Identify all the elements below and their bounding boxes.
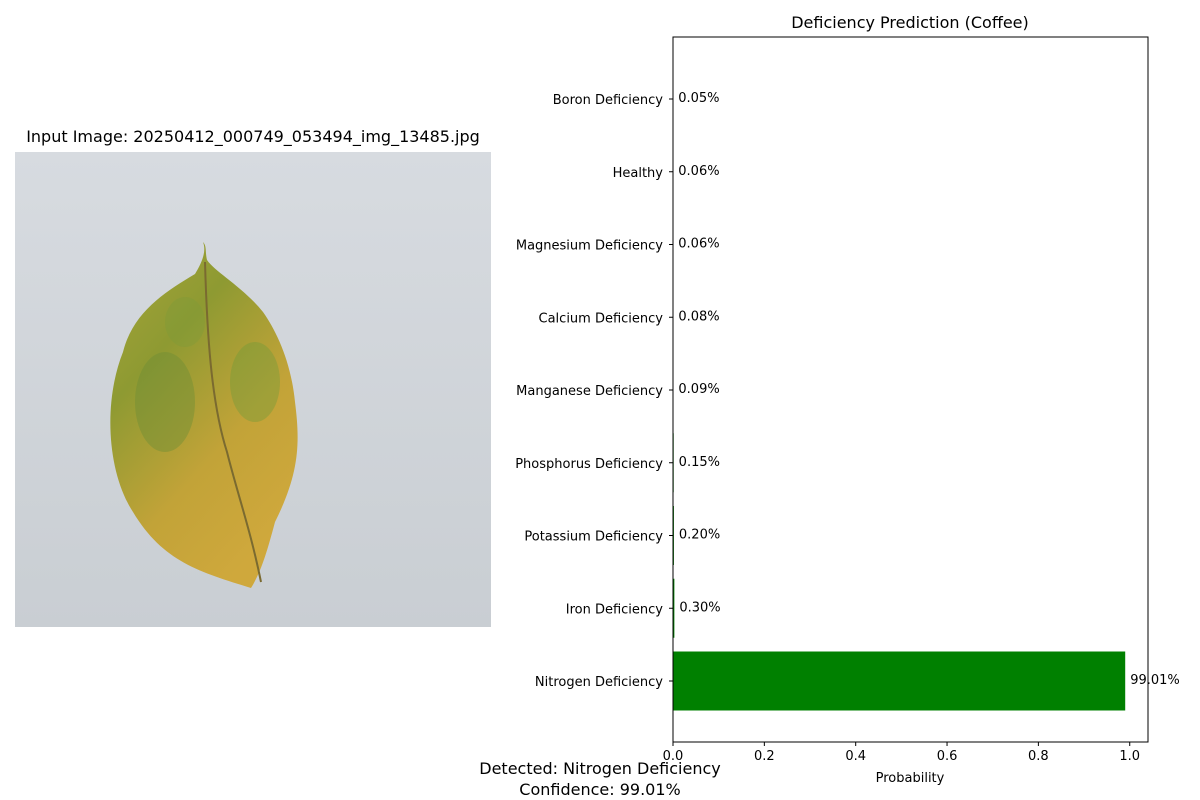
- input-image: [15, 152, 491, 627]
- y-tick-label: Calcium Deficiency: [539, 311, 664, 326]
- y-tick-label: Phosphorus Deficiency: [515, 457, 663, 472]
- y-tick-label: Iron Deficiency: [566, 602, 664, 617]
- x-axis-label: Probability: [876, 771, 945, 786]
- y-tick-label: Potassium Deficiency: [524, 530, 663, 545]
- y-tick-label: Magnesium Deficiency: [516, 239, 663, 254]
- y-tick-label: Manganese Deficiency: [516, 384, 663, 399]
- x-tick-label: 0.6: [937, 749, 958, 764]
- x-tick-label: 1.0: [1119, 749, 1140, 764]
- x-tick-label: 0.0: [663, 749, 684, 764]
- value-label: 0.15%: [679, 455, 720, 470]
- x-tick-label: 0.8: [1028, 749, 1049, 764]
- detected-text: Detected: Nitrogen Deficiency: [479, 759, 721, 778]
- x-tick-label: 0.2: [754, 749, 775, 764]
- value-label: 0.09%: [678, 382, 719, 397]
- x-tick-label: 0.4: [845, 749, 866, 764]
- chart-title: Deficiency Prediction (Coffee): [791, 13, 1029, 32]
- value-label: 0.20%: [679, 528, 720, 543]
- y-tick-label: Healthy: [613, 166, 664, 181]
- value-label: 0.06%: [678, 237, 719, 252]
- bar-iron-deficiency: [673, 578, 675, 638]
- confidence-text: Confidence: 99.01%: [519, 780, 681, 799]
- y-tick-label: Nitrogen Deficiency: [535, 675, 663, 690]
- y-tick-label: Boron Deficiency: [553, 93, 664, 108]
- value-label: 99.01%: [1130, 673, 1180, 688]
- bar-nitrogen-deficiency: [673, 651, 1126, 711]
- value-label: 0.08%: [678, 309, 719, 324]
- value-label: 0.05%: [678, 91, 719, 106]
- image-title: Input Image: 20250412_000749_053494_img_…: [26, 127, 480, 146]
- leaf-photo: [15, 152, 491, 627]
- value-label: 0.06%: [678, 164, 719, 179]
- plot-area: [672, 36, 1149, 743]
- value-label: 0.30%: [679, 600, 720, 615]
